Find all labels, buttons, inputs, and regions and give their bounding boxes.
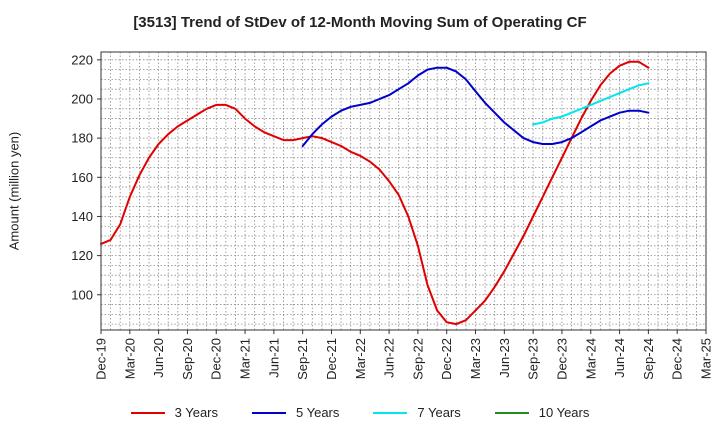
x-tick-label: Dec-23 bbox=[554, 338, 569, 380]
x-tick-label: Dec-21 bbox=[324, 338, 339, 380]
x-tick-label: Dec-20 bbox=[209, 338, 224, 380]
plot-frame bbox=[100, 51, 707, 331]
legend-swatch bbox=[373, 411, 408, 414]
legend-item: 7 Years bbox=[373, 405, 461, 420]
x-tick-label: Mar-25 bbox=[699, 338, 714, 379]
x-tick-label: Sep-24 bbox=[641, 338, 656, 380]
x-tick-label: Sep-21 bbox=[295, 338, 310, 380]
x-tick-label: Dec-24 bbox=[670, 338, 685, 380]
x-tick-label: Jun-21 bbox=[266, 338, 281, 378]
y-tick-label: 220 bbox=[71, 52, 93, 67]
grid-lines bbox=[101, 52, 706, 330]
legend-item: 3 Years bbox=[130, 405, 218, 420]
y-tick-label: 140 bbox=[71, 209, 93, 224]
legend-label: 10 Years bbox=[538, 405, 590, 420]
series-line-5-years bbox=[301, 66, 650, 147]
x-tick-label: Mar-22 bbox=[353, 338, 368, 379]
legend: 3 Years 5 Years 7 Years 10 Years bbox=[0, 405, 720, 420]
legend-swatch bbox=[130, 411, 165, 414]
y-tick-label: 160 bbox=[71, 170, 93, 185]
x-tick-label: Sep-23 bbox=[526, 338, 541, 380]
x-tick-label: Jun-22 bbox=[382, 338, 397, 378]
legend-label: 3 Years bbox=[174, 405, 218, 420]
x-tick-label: Dec-22 bbox=[439, 338, 454, 380]
y-tick-label: 100 bbox=[71, 287, 93, 302]
series-line-3-years bbox=[100, 60, 650, 326]
y-tick-label: 120 bbox=[71, 248, 93, 263]
axis-ticks: 100 120 140 160 180 200 220 Dec-19 Mar-20 Jun-20 S… bbox=[71, 52, 713, 380]
legend-swatch bbox=[494, 411, 529, 414]
x-tick-label: Mar-23 bbox=[468, 338, 483, 379]
x-tick-label: Dec-19 bbox=[94, 338, 109, 380]
legend-swatch bbox=[252, 411, 286, 414]
y-tick-label: 180 bbox=[71, 131, 93, 146]
x-tick-label: Jun-20 bbox=[151, 338, 166, 378]
series-line-7-years bbox=[532, 82, 650, 126]
legend-label: 5 Years bbox=[296, 405, 340, 420]
legend-item: 10 Years bbox=[494, 405, 590, 420]
x-tick-label: Sep-20 bbox=[180, 338, 195, 380]
x-tick-label: Mar-24 bbox=[583, 338, 598, 379]
x-tick-label: Mar-20 bbox=[122, 338, 137, 379]
y-tick-label: 200 bbox=[71, 91, 93, 106]
chart-title: [3513] Trend of StDev of 12-Month Moving… bbox=[133, 14, 587, 31]
x-tick-label: Mar-21 bbox=[238, 338, 253, 379]
x-tick-label: Sep-22 bbox=[410, 338, 425, 380]
x-tick-label: Jun-24 bbox=[612, 338, 627, 378]
legend-item: 5 Years bbox=[252, 405, 339, 420]
x-tick-label: Jun-23 bbox=[497, 338, 512, 378]
legend-label: 7 Years bbox=[417, 405, 461, 420]
series-lines bbox=[100, 60, 650, 326]
